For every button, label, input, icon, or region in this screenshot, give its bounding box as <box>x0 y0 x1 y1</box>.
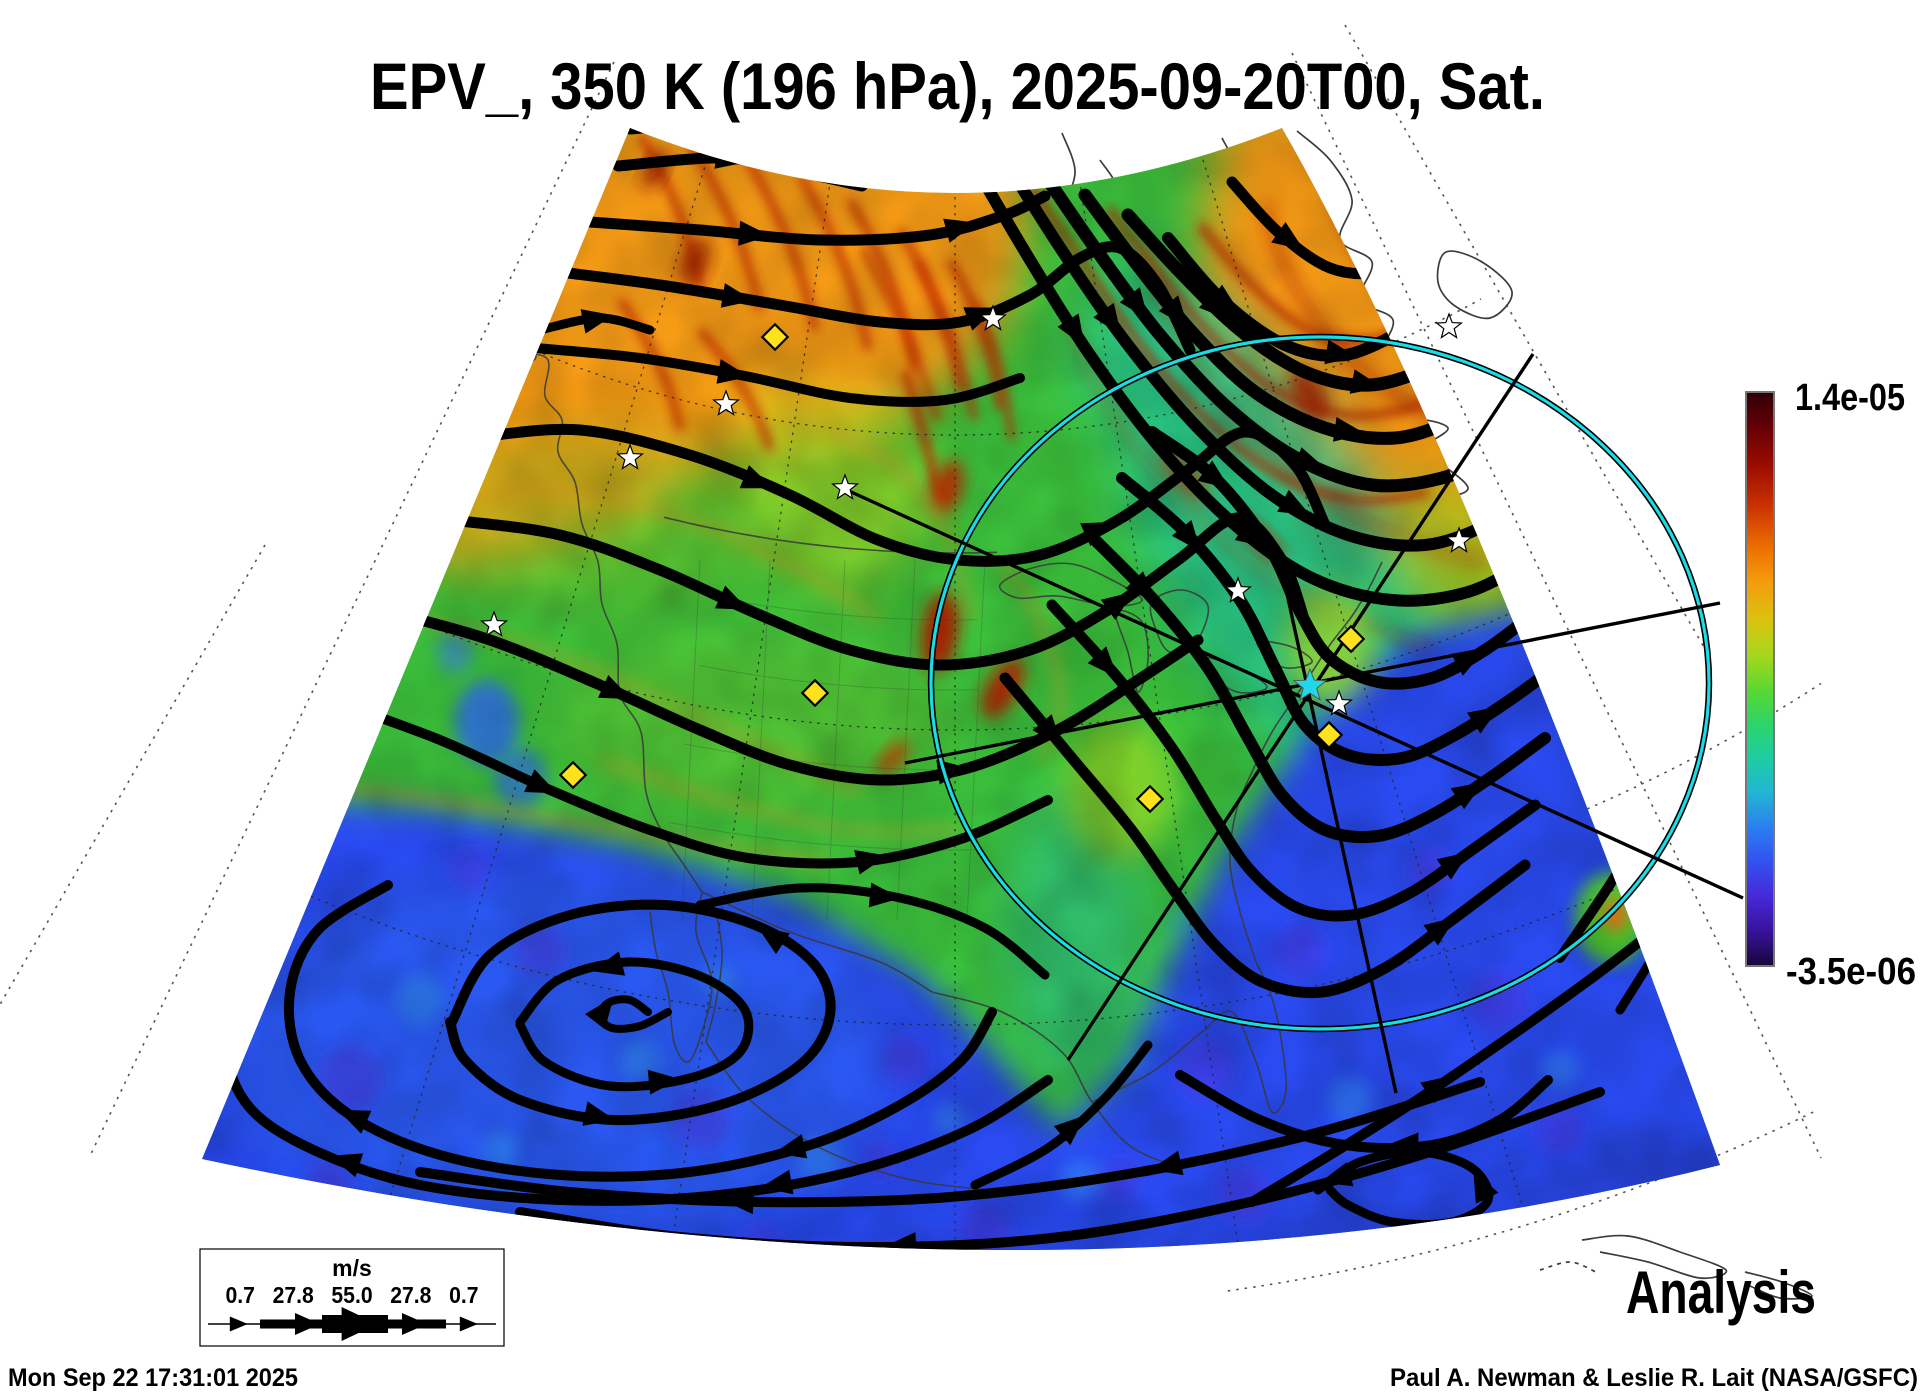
svg-text:EPV_, 350 K (196 hPa), 2025-09: EPV_, 350 K (196 hPa), 2025-09-20T00, Sa… <box>370 49 1545 123</box>
svg-text:1.4e-05: 1.4e-05 <box>1795 377 1905 419</box>
svg-text:m/s: m/s <box>332 1255 372 1281</box>
svg-text:0.7 27.8 55.0 27.8 0.7: 0.7 27.8 55.0 27.8 0.7 <box>226 1282 479 1308</box>
svg-text:Paul A. Newman & Leslie R. Lai: Paul A. Newman & Leslie R. Lait (NASA/GS… <box>1390 1364 1918 1392</box>
svg-text:Analysis: Analysis <box>1626 1259 1816 1326</box>
svg-text:-3.5e-06: -3.5e-06 <box>1786 951 1916 993</box>
svg-text:Mon Sep 22 17:31:01 2025: Mon Sep 22 17:31:01 2025 <box>8 1364 298 1392</box>
